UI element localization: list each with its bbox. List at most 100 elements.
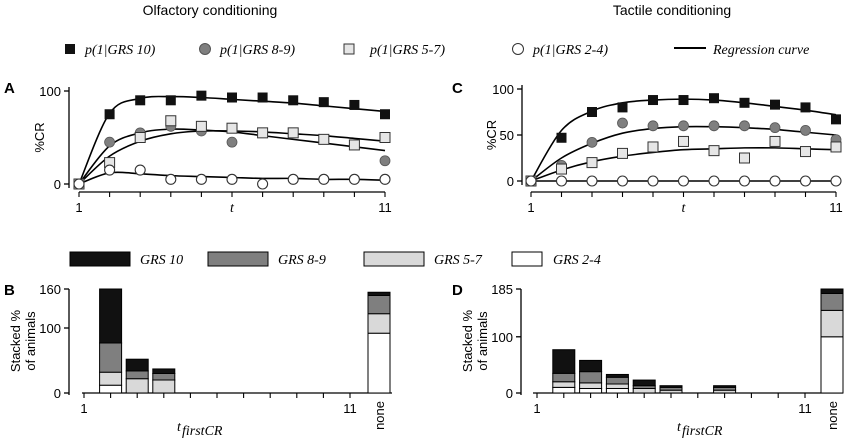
data-point [830,175,842,187]
bar-segment [552,349,576,374]
data-point [739,97,750,108]
x-tick-label: 11 [343,401,357,416]
data-point [73,178,85,190]
data-point [196,90,207,101]
data-point [257,178,269,190]
data-point [379,173,391,185]
data-point [617,102,628,113]
data-point [104,136,115,148]
x-tick-label: 11 [798,401,812,416]
bar-segment [552,381,576,388]
data-point [104,109,115,120]
data-point [648,95,658,106]
data-point [287,127,299,139]
panel-letter-c: C [452,80,463,97]
panel-letter-d: D [452,282,463,299]
data-point [586,175,598,187]
bar-segment [659,385,683,388]
bar-segment [99,384,123,394]
data-point [831,114,841,125]
y-tick-label: 0 [54,386,61,401]
y-tick-label: 100 [492,82,514,97]
data-point [195,173,207,185]
x-tick-label: 11 [829,200,843,215]
legend-marker-grs89 [199,43,211,55]
data-point [257,92,268,103]
data-point [380,109,390,120]
data-point [830,141,842,153]
data-point [708,120,720,132]
data-point [708,145,720,157]
bar-segment [552,386,576,394]
legend-label-grs89: p(1|GRS 8-9) [219,43,295,58]
bar-segment [579,359,603,373]
data-point [800,146,811,158]
legend-bottom: GRS 10 GRS 8-9 GRS 5-7 GRS 2-4 [69,251,601,268]
data-point [708,175,720,187]
legend-bar-label-grs24: GRS 2-4 [553,253,601,268]
data-point [348,173,360,185]
data-point [226,136,238,148]
panel-letter-a: A [4,80,15,97]
y-tick-label: 100 [39,321,61,336]
data-point [165,95,176,106]
data-point [556,163,567,175]
legend-swatch-grs57 [363,251,425,267]
data-point [134,132,146,143]
data-point [556,132,567,143]
bar-segment [125,370,149,380]
data-point [226,122,238,134]
bar-segment [367,313,391,334]
legend-marker-grs10 [65,44,75,54]
data-point [257,127,269,139]
bar-segment [99,288,123,344]
bar-segment [605,388,629,394]
bar-segment [125,358,149,372]
bar-segment [632,379,656,387]
data-point [678,95,689,106]
data-point [677,175,690,187]
data-point [739,152,750,164]
y-axis-label: %CR [32,122,47,152]
bar-segment [152,379,176,394]
legend-swatch-grs24 [511,251,543,267]
bar-segment [605,376,629,385]
x-tick-label: 1 [533,401,540,416]
data-point [799,175,812,187]
data-point [555,175,568,187]
x-tick-label: 11 [378,200,392,215]
data-point [678,120,689,132]
bar-segment [552,372,576,383]
data-point [709,93,719,104]
data-point [587,107,597,117]
bar-segment [152,368,176,375]
x-axis-label-subscript: firstCR [682,424,723,439]
legend-swatch-grs89 [207,251,269,267]
x-axis-label-subscript: firstCR [182,424,223,439]
y-tick-label: 160 [39,282,61,297]
x-axis-label: t [230,201,235,216]
data-point [800,102,811,113]
legend-label-grs10: p(1|GRS 10) [84,43,156,58]
bar-segment [820,309,844,338]
regression-curve [530,125,837,182]
data-point [617,117,628,129]
data-point [226,173,238,185]
data-point [586,136,598,148]
x-tick-label-none: none [372,401,387,430]
bar-segment [367,332,391,394]
y-tick-label: 0 [506,386,513,401]
x-tick-label-none: none [825,401,840,430]
data-point [617,147,628,159]
data-point [134,164,146,176]
y-tick-label: 185 [491,282,513,297]
data-point [379,155,391,167]
data-point [165,115,177,127]
x-axis-label: t [677,420,682,435]
legend-top: p(1|GRS 10) p(1|GRS 8-9) p(1|GRS 5-7) p(… [65,43,809,58]
data-point [288,95,299,106]
data-point [769,135,781,147]
